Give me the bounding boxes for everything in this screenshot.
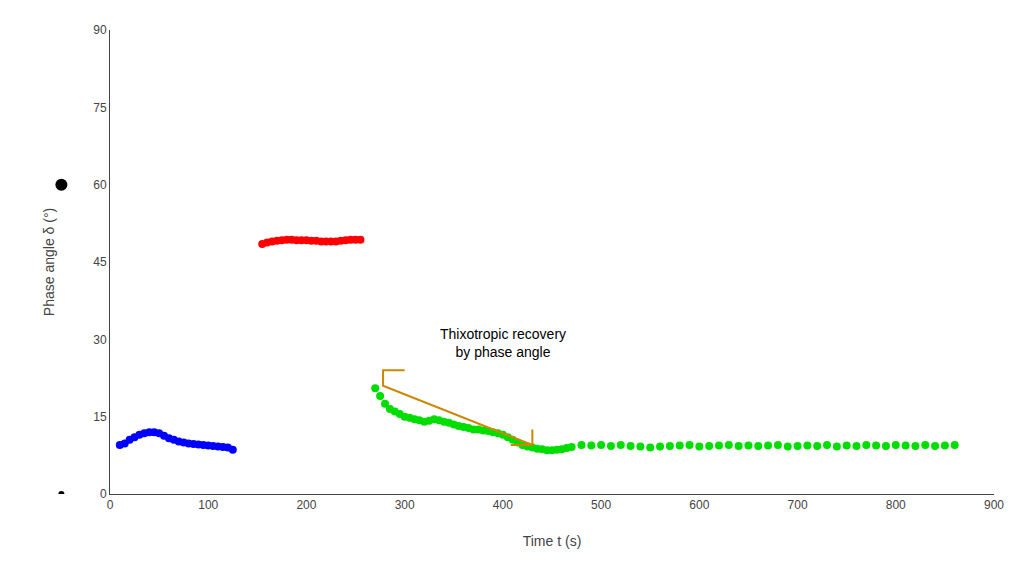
svg-text:90: 90	[93, 23, 107, 37]
svg-text:100: 100	[198, 498, 218, 512]
svg-text:Time t (s): Time t (s)	[523, 533, 582, 549]
svg-text:0: 0	[107, 498, 114, 512]
svg-text:600: 600	[689, 498, 709, 512]
svg-text:400: 400	[493, 498, 513, 512]
svg-text:Phase angle δ (°): Phase angle δ (°)	[41, 208, 57, 316]
svg-text:15: 15	[93, 410, 107, 424]
svg-text:900: 900	[984, 498, 1004, 512]
svg-text:200: 200	[296, 498, 316, 512]
svg-text:800: 800	[886, 498, 906, 512]
svg-text:500: 500	[591, 498, 611, 512]
svg-text:700: 700	[788, 498, 808, 512]
svg-text:60: 60	[93, 178, 107, 192]
svg-text:75: 75	[93, 101, 107, 115]
svg-text:30: 30	[93, 333, 107, 347]
svg-text:Thixotropic recoveryby phase a: Thixotropic recoveryby phase angle	[440, 326, 566, 360]
svg-text:0: 0	[100, 487, 107, 501]
svg-text:45: 45	[93, 255, 107, 269]
svg-text:300: 300	[395, 498, 415, 512]
